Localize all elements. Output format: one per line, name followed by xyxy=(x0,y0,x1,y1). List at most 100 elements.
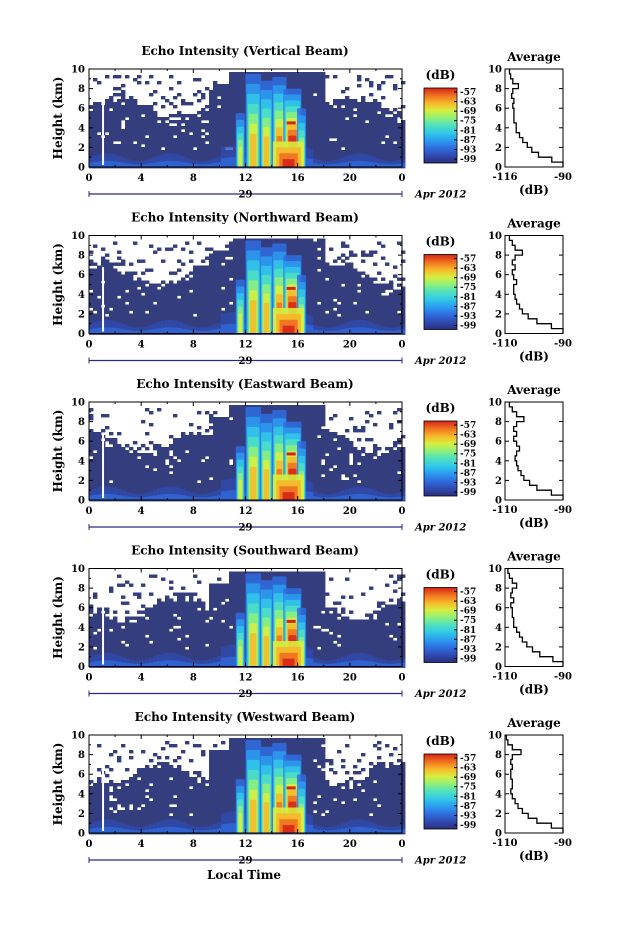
time-tick-label: 12 xyxy=(239,340,253,351)
height-tick-label: 0 xyxy=(78,163,85,174)
average-height-tick-label: 0 xyxy=(495,662,502,673)
colorbar-tick-label: -93 xyxy=(460,312,476,322)
time-tick-label: 12 xyxy=(239,173,253,184)
colorbar-tick-label: -93 xyxy=(460,478,476,488)
time-tick-label: 4 xyxy=(138,673,145,684)
month-label: Apr 2012 xyxy=(414,856,466,867)
average-frame xyxy=(504,235,564,334)
average-profile-line xyxy=(508,402,564,500)
time-tick-label: 8 xyxy=(190,173,197,184)
colorbar-tick-label: -81 xyxy=(460,792,476,802)
colorbar-tick-label: -99 xyxy=(460,821,476,831)
average-x-label: (dB) xyxy=(519,183,549,197)
colorbar-tick-label: -99 xyxy=(460,655,476,665)
time-tick-label: 0 xyxy=(86,506,93,517)
height-tick-label: 8 xyxy=(78,750,85,761)
day-label: 29 xyxy=(239,689,253,700)
average-x-tick-label: -110 xyxy=(492,838,517,849)
height-tick-label: 0 xyxy=(78,829,85,840)
colorbar xyxy=(423,753,458,830)
bright-band xyxy=(286,121,296,125)
average-frame xyxy=(504,401,564,501)
x-axis-label: Local Time xyxy=(207,868,281,882)
average-height-tick-label: 2 xyxy=(495,809,502,820)
average-x-label: (dB) xyxy=(519,516,549,530)
day-label: 29 xyxy=(239,856,253,867)
average-title: Average xyxy=(506,383,561,397)
average-height-tick-label: 6 xyxy=(495,437,502,448)
colorbar-tick-label: -63 xyxy=(460,764,476,774)
echo-heatmap xyxy=(89,405,406,502)
colorbar-unit: (dB) xyxy=(426,68,456,82)
average-height-tick-label: 2 xyxy=(495,642,502,653)
height-tick-label: 0 xyxy=(78,496,85,507)
height-tick-label: 6 xyxy=(78,270,85,281)
average-height-tick-label: 10 xyxy=(488,398,502,409)
average-x-label: (dB) xyxy=(519,849,549,863)
colorbar-tick-label: -99 xyxy=(460,488,476,498)
time-tick-label: 16 xyxy=(291,673,305,684)
height-tick-label: 6 xyxy=(78,437,85,448)
colorbar xyxy=(423,254,458,330)
average-height-tick-label: 4 xyxy=(495,123,502,134)
y-axis-label: Height (km) xyxy=(51,243,65,326)
average-height-tick-label: 10 xyxy=(488,65,502,76)
average-height-tick-label: 2 xyxy=(495,143,502,154)
average-x-tick-label: -90 xyxy=(554,505,572,516)
height-tick-label: 0 xyxy=(78,662,85,673)
height-tick-label: 6 xyxy=(78,603,85,614)
height-tick-label: 2 xyxy=(78,143,85,154)
average-height-tick-label: 10 xyxy=(488,564,502,575)
height-tick-label: 8 xyxy=(78,584,85,595)
average-height-tick-label: 6 xyxy=(495,104,502,115)
average-height-tick-label: 2 xyxy=(495,309,502,320)
average-x-tick-label: -90 xyxy=(554,339,572,350)
average-title: Average xyxy=(506,217,561,231)
time-tick-label: 0 xyxy=(86,340,93,351)
height-tick-label: 8 xyxy=(78,251,85,262)
average-profile-line xyxy=(508,235,564,334)
height-tick-label: 4 xyxy=(78,789,85,800)
height-tick-label: 10 xyxy=(71,398,85,409)
colorbar-tick-label: -57 xyxy=(460,88,476,98)
time-tick-label: 8 xyxy=(190,839,197,850)
time-tick-label: 4 xyxy=(138,173,145,184)
height-tick-label: 4 xyxy=(78,290,85,301)
month-label: Apr 2012 xyxy=(414,523,466,534)
height-tick-label: 2 xyxy=(78,309,85,320)
time-tick-label: 0 xyxy=(86,173,93,184)
time-tick-label: 8 xyxy=(190,506,197,517)
colorbar-tick-label: -63 xyxy=(460,431,476,441)
colorbar-tick-label: -99 xyxy=(460,155,476,165)
panel-1: Echo Intensity (Northward Beam) 0 2 4 6 8 10 0 4… xyxy=(51,211,572,368)
colorbar-tick-label: -75 xyxy=(460,450,476,460)
panel-4: Echo Intensity (Westward Beam) 0 2 4 6 8 10 0 4 8… xyxy=(51,710,572,867)
time-tick-label: 4 xyxy=(138,839,145,850)
average-height-tick-label: 0 xyxy=(495,829,502,840)
height-tick-label: 2 xyxy=(78,476,85,487)
panel-title: Echo Intensity (Northward Beam) xyxy=(131,211,359,225)
average-x-tick-label: -90 xyxy=(554,172,572,183)
height-tick-label: 4 xyxy=(78,623,85,634)
height-tick-label: 0 xyxy=(78,329,85,340)
average-profile-line xyxy=(507,568,564,667)
height-tick-label: 8 xyxy=(78,417,85,428)
average-height-tick-label: 10 xyxy=(488,731,502,742)
colorbar-tick-label: -57 xyxy=(460,588,476,598)
average-height-tick-label: 0 xyxy=(495,163,502,174)
colorbar-tick-label: -87 xyxy=(460,302,476,312)
height-tick-label: 10 xyxy=(71,731,85,742)
bright-band xyxy=(286,619,296,623)
echo-heatmap xyxy=(89,72,406,169)
height-tick-label: 6 xyxy=(78,104,85,115)
height-tick-label: 2 xyxy=(78,642,85,653)
height-tick-label: 8 xyxy=(78,84,85,95)
colorbar-tick-label: -69 xyxy=(460,107,476,117)
colorbar-tick-label: -69 xyxy=(460,274,476,284)
colorbar-tick-label: -81 xyxy=(460,126,476,136)
echo-heatmap xyxy=(89,238,406,335)
average-profile-line xyxy=(505,735,564,833)
average-x-label: (dB) xyxy=(519,350,549,364)
colorbar-unit: (dB) xyxy=(426,734,456,748)
average-height-tick-label: 4 xyxy=(495,623,502,634)
